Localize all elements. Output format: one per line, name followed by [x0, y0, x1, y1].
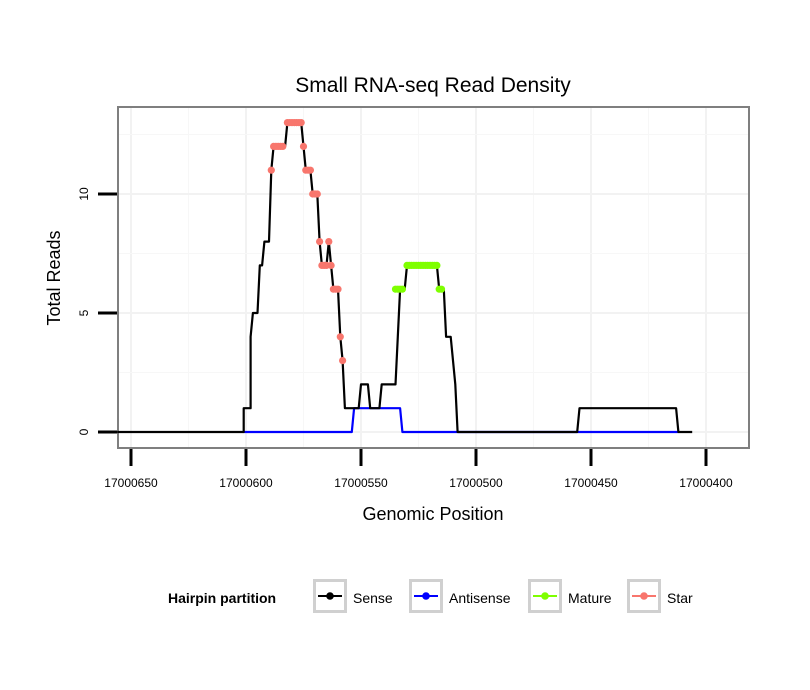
data-point-star — [299, 142, 308, 150]
x-tick-label: 17000650 — [104, 476, 158, 490]
data-point-mature — [433, 261, 441, 269]
x-axis: 17000650 17000600 17000550 17000500 17000450… — [104, 449, 733, 490]
chart-title: Small RNA-seq Read Density — [295, 74, 571, 97]
legend-item-antisense: Antisense — [409, 579, 511, 613]
data-point-star — [267, 166, 275, 174]
y-tick-label: 5 — [77, 309, 91, 316]
legend-label: Sense — [353, 590, 393, 606]
grid — [118, 107, 749, 448]
legend-item-star: Star — [627, 579, 693, 613]
data-point-star — [327, 261, 335, 269]
legend: Hairpin partition Sense Antisense Mature St… — [168, 579, 693, 613]
data-point-star — [334, 285, 342, 293]
series-layer — [117, 119, 693, 434]
legend-key-point — [326, 592, 334, 600]
data-point-star — [279, 142, 287, 150]
data-point-star — [339, 357, 347, 365]
data-point-mature — [398, 285, 406, 293]
x-tick-label: 17000550 — [334, 476, 388, 490]
data-point-star — [325, 238, 333, 246]
data-point-mature — [437, 285, 446, 293]
legend-label: Mature — [568, 590, 612, 606]
y-axis: 0 5 10 — [77, 187, 117, 435]
legend-title: Hairpin partition — [168, 590, 276, 606]
y-axis-title: Total Reads — [44, 230, 64, 325]
legend-key-point — [640, 592, 648, 600]
x-tick-label: 17000450 — [564, 476, 618, 490]
panel-background — [118, 107, 749, 448]
x-tick-label: 17000600 — [219, 476, 273, 490]
plot-panel — [117, 106, 750, 449]
data-point-star — [306, 166, 314, 174]
legend-item-sense: Sense — [313, 579, 393, 613]
data-point-star — [313, 190, 321, 198]
x-tick-label: 17000500 — [449, 476, 503, 490]
data-point-star — [336, 333, 344, 341]
legend-item-mature: Mature — [528, 579, 612, 613]
legend-label: Antisense — [449, 590, 511, 606]
legend-key-point — [422, 592, 430, 600]
legend-label: Star — [667, 590, 693, 606]
x-axis-title: Genomic Position — [362, 504, 503, 524]
data-point-star — [316, 238, 324, 246]
data-point-star — [297, 119, 305, 127]
x-tick-label: 17000400 — [679, 476, 733, 490]
y-tick-label: 0 — [77, 428, 91, 435]
legend-key-point — [541, 592, 549, 600]
y-tick-label: 10 — [77, 187, 91, 201]
